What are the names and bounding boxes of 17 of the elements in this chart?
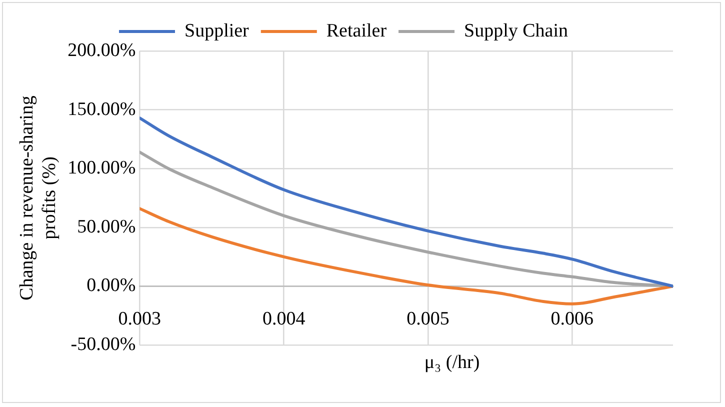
y-tick-label: 0.00% [86,275,136,296]
y-tick-label: 50.00% [77,216,136,238]
legend-label: Retailer [326,20,388,42]
line-series [140,207,673,306]
x-tick-label: 0.004 [262,308,306,330]
y-axis-title: Change in revenue-sharing profits (%) [16,95,60,300]
line-series [140,116,673,288]
x-tick-label: 0.006 [550,308,594,330]
y-tick-label: 100.00% [68,158,136,179]
y-tick-label: 200.00% [68,40,136,61]
y-tick-label: 150.00% [68,98,136,120]
x-axis-title: μ₃ (/hr) [423,352,481,374]
x-tick-label: 0.005 [406,308,450,330]
legend-label: Supply Chain [464,20,568,42]
legend-label: Supplier [184,20,250,42]
x-tick-label: 0.003 [118,308,162,330]
y-tick-label: -50.00% [70,334,136,355]
